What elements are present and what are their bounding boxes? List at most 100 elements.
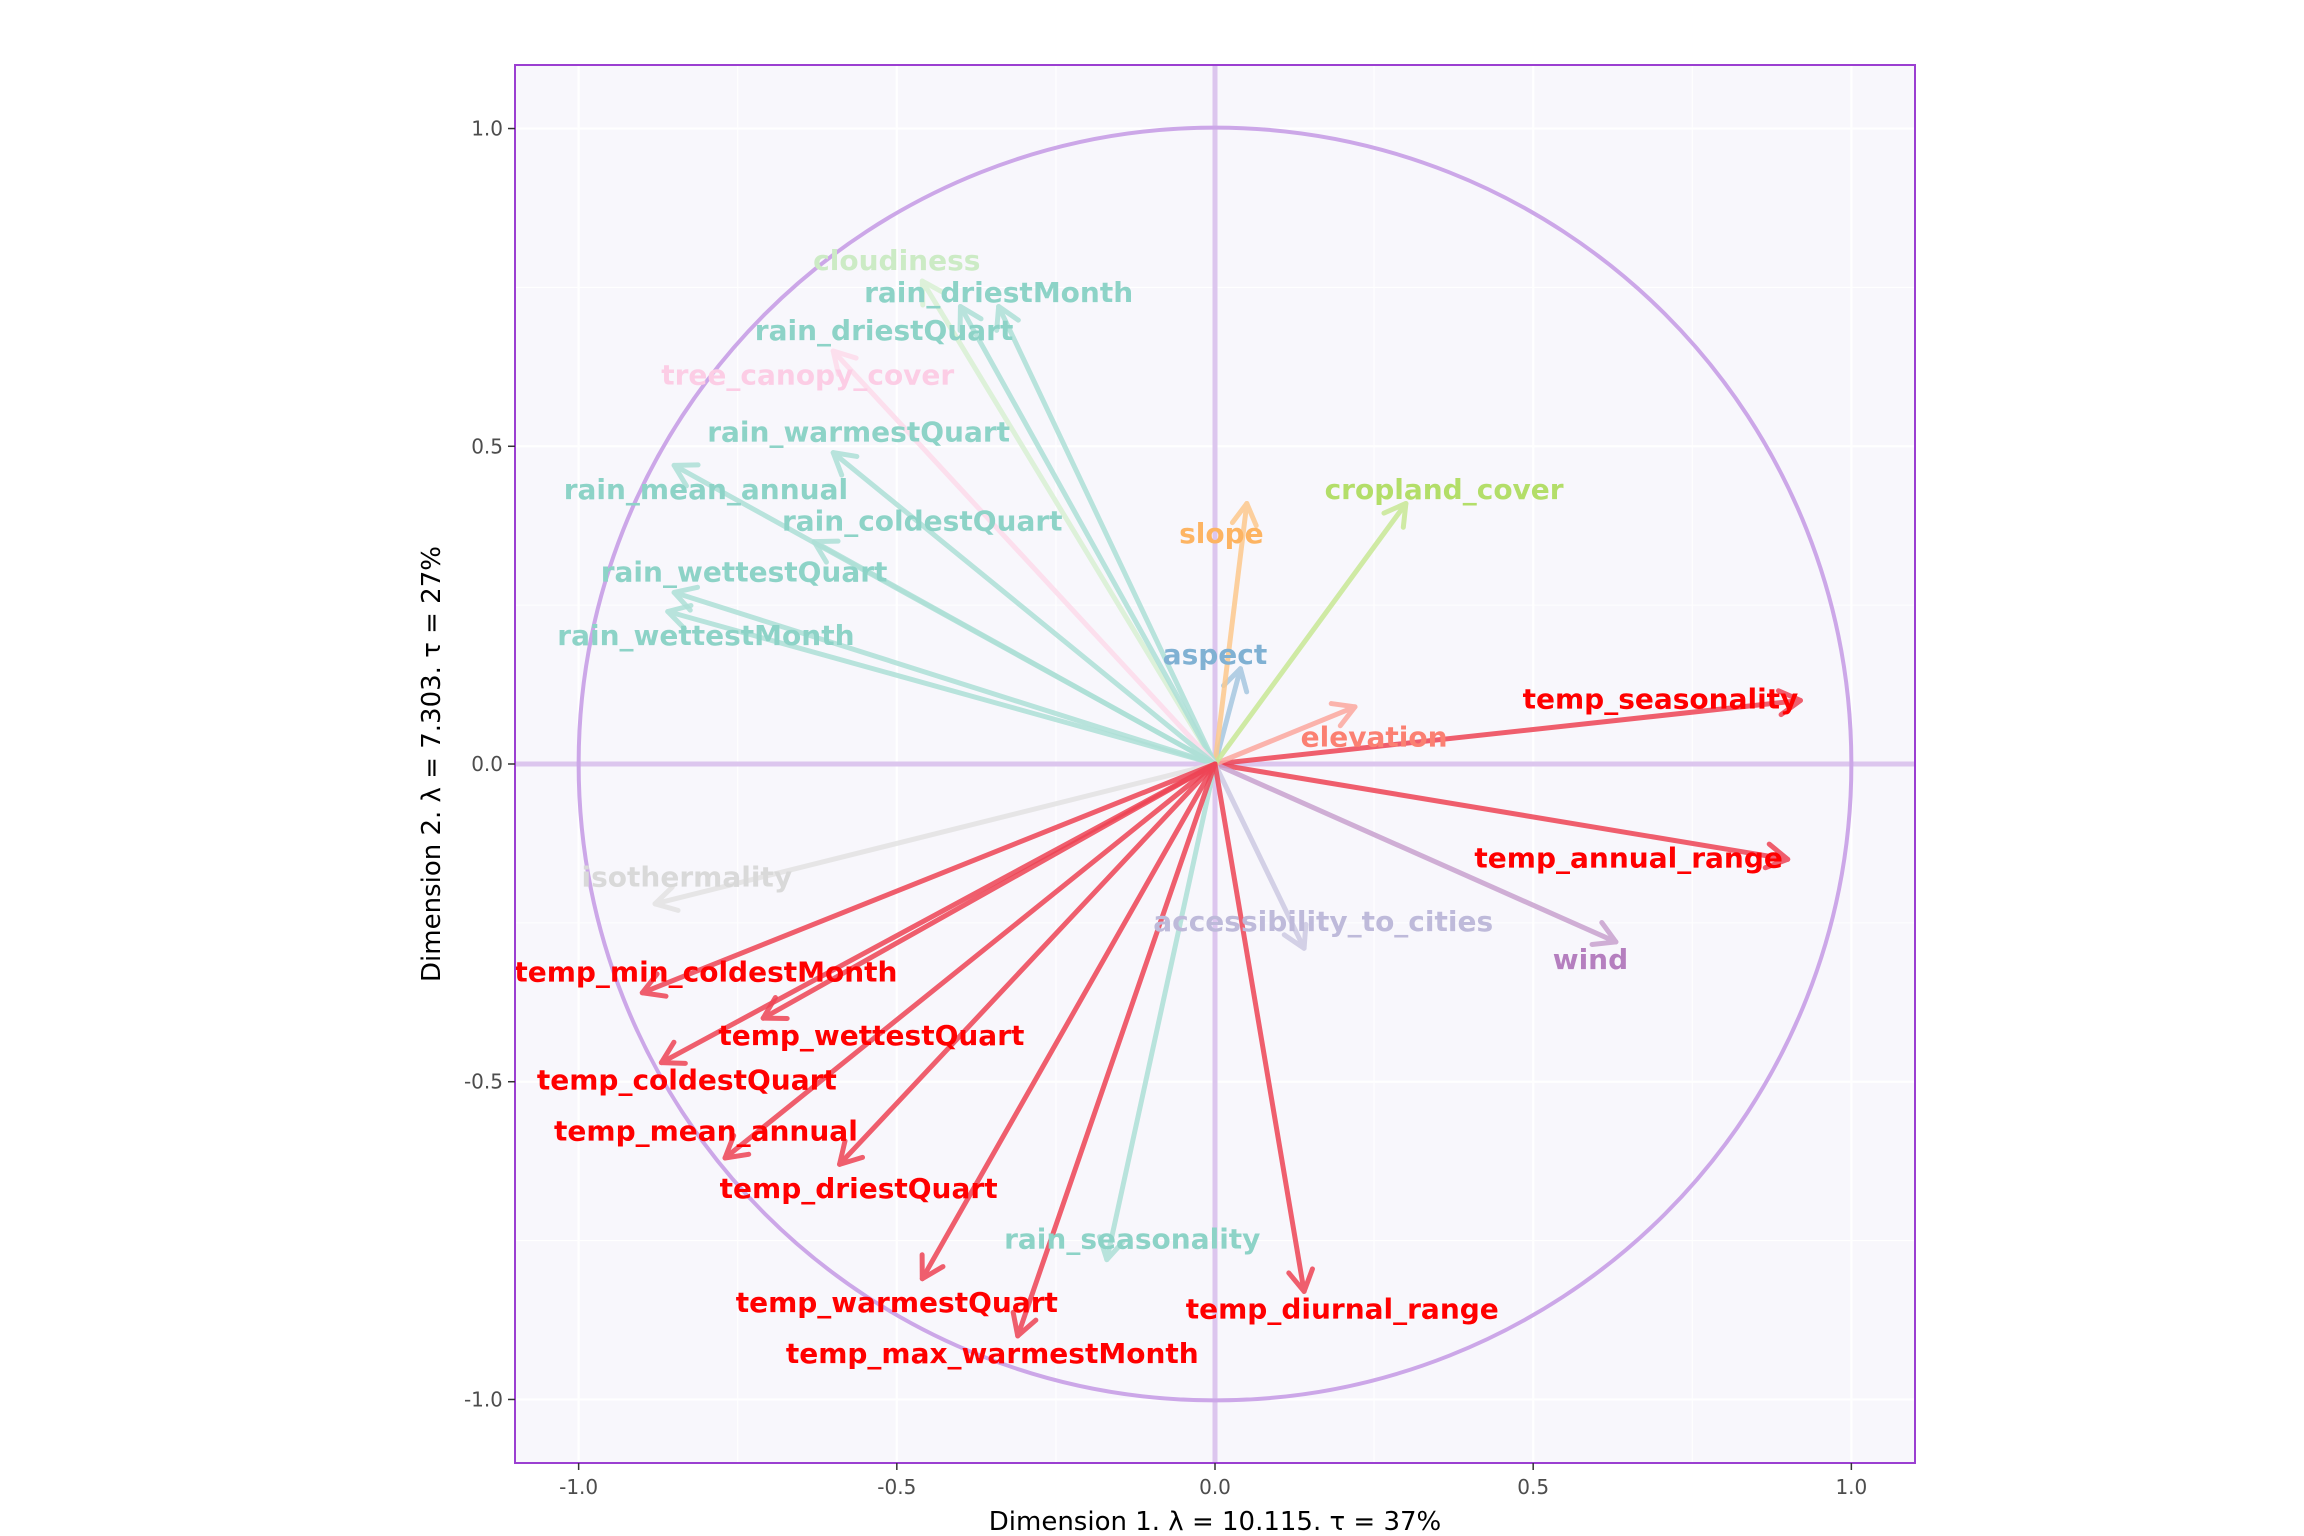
vector-temp_annual_range xyxy=(1212,761,1791,871)
vector-label-rain_coldestQuart: rain_coldestQuart xyxy=(782,505,1063,538)
vector-label-rain_mean_annual: rain_mean_annual xyxy=(564,473,848,506)
vector-arrowhead xyxy=(919,278,946,308)
vector-isothermality xyxy=(652,761,1218,913)
vector-accessibility_to_cities xyxy=(1212,761,1309,951)
vector-shaft xyxy=(1212,500,1409,767)
vector-rain_wettestQuart xyxy=(671,584,1218,767)
vector-shaft xyxy=(837,761,1218,1167)
vector-shaft xyxy=(957,303,1218,767)
vector-arrowhead xyxy=(665,603,694,632)
x-tick-label: 0.5 xyxy=(1517,1475,1549,1499)
vector-rain_driestMonth xyxy=(994,303,1218,767)
vector-rain_warmestQuart xyxy=(830,450,1218,767)
vector-arrowhead xyxy=(811,538,841,565)
vector-arrowhead xyxy=(837,1138,866,1167)
vector-shaft xyxy=(1212,761,1791,862)
vector-shaft xyxy=(919,761,1218,1282)
vector-rain_seasonality xyxy=(1097,761,1218,1263)
vector-shaft xyxy=(1212,761,1307,951)
x-tick-label: 1.0 xyxy=(1835,1475,1867,1499)
x-tick-label: 0.0 xyxy=(1199,1475,1231,1499)
vector-label-rain_wettestMonth: rain_wettestMonth xyxy=(557,619,854,652)
vector-temp_min_coldestMonth xyxy=(639,761,1218,999)
x-tick-label: -0.5 xyxy=(877,1475,916,1499)
vector-elevation xyxy=(1212,701,1358,767)
vector-arrowhead xyxy=(1281,921,1309,951)
vector-label-rain_wettestQuart: rain_wettestQuart xyxy=(601,555,888,588)
vector-label-temp_max_warmestMonth: temp_max_warmestMonth xyxy=(786,1337,1199,1370)
vector-arrowhead xyxy=(1220,666,1250,695)
vector-temp_coldestQuart xyxy=(658,761,1218,1066)
vector-arrowhead xyxy=(1097,1234,1126,1263)
vector-tree_canopy_cover xyxy=(830,348,1218,767)
y-axis-title: Dimension 2. λ = 7.303. τ = 27% xyxy=(417,546,447,982)
vector-cloudiness xyxy=(919,278,1218,767)
vector-label-temp_min_coldestMonth: temp_min_coldestMonth xyxy=(514,956,897,989)
vector-shaft xyxy=(652,761,1218,907)
vector-arrowhead xyxy=(639,971,669,999)
vector-label-slope: slope xyxy=(1179,517,1264,550)
vector-temp_warmestQuart xyxy=(919,761,1218,1282)
y-tick-label: -0.5 xyxy=(464,1070,503,1094)
vector-label-temp_diurnal_range: temp_diurnal_range xyxy=(1186,1292,1499,1325)
vector-arrowhead xyxy=(671,584,701,613)
vector-shaft xyxy=(1212,761,1307,1294)
vector-label-temp_driestQuart: temp_driestQuart xyxy=(720,1172,998,1205)
vector-arrows xyxy=(639,278,1803,1339)
unit-circle xyxy=(576,125,1854,1403)
vector-label-wind: wind xyxy=(1553,943,1628,976)
vector-shaft xyxy=(671,589,1218,767)
vector-label-temp_mean_annual: temp_mean_annual xyxy=(554,1115,858,1148)
vector-shaft xyxy=(665,608,1218,767)
vector-label-cloudiness: cloudiness xyxy=(813,244,980,277)
vector-shaft xyxy=(1212,704,1358,767)
vector-arrowhead xyxy=(652,884,681,913)
vector-arrowhead xyxy=(830,348,859,377)
y-tick-label: -1.0 xyxy=(464,1387,503,1411)
vector-arrowhead xyxy=(830,450,860,478)
vector-rain_driestQuart xyxy=(957,303,1218,767)
vector-wind xyxy=(1212,761,1619,947)
vector-temp_diurnal_range xyxy=(1212,761,1315,1294)
vector-label-rain_driestQuart: rain_driestQuart xyxy=(755,314,1014,347)
vector-temp_driestQuart xyxy=(837,761,1218,1167)
vector-temp_mean_annual xyxy=(722,761,1218,1161)
vector-slope xyxy=(1212,500,1259,767)
vector-temp_max_warmestMonth xyxy=(1010,761,1218,1339)
vector-label-aspect: aspect xyxy=(1163,638,1268,671)
vector-label-temp_wettestQuart: temp_wettestQuart xyxy=(718,1019,1024,1052)
vector-rain_wettestMonth xyxy=(665,603,1218,767)
vector-arrowhead xyxy=(919,1252,946,1282)
vector-shaft xyxy=(830,450,1218,767)
vector-arrowhead xyxy=(722,1133,752,1161)
x-axis-title: Dimension 1. λ = 10.115. τ = 37% xyxy=(989,1507,1442,1536)
vector-label-cropland_cover: cropland_cover xyxy=(1325,473,1564,506)
vector-arrowhead xyxy=(994,303,1021,333)
vector-shaft xyxy=(639,761,1218,996)
vector-shaft xyxy=(722,761,1218,1161)
vector-cropland_cover xyxy=(1212,500,1409,767)
vector-label-tree_canopy_cover: tree_canopy_cover xyxy=(661,358,954,391)
y-tick-label: 1.0 xyxy=(471,117,503,141)
vector-rain_coldestQuart xyxy=(811,538,1218,767)
vector-shaft xyxy=(811,539,1218,767)
vector-arrowhead xyxy=(1762,841,1791,871)
vector-shaft xyxy=(1212,500,1250,767)
vector-arrowhead xyxy=(658,1039,688,1066)
vector-shaft xyxy=(658,761,1218,1066)
vector-arrowhead xyxy=(1589,920,1619,947)
vector-label-elevation: elevation xyxy=(1301,721,1448,754)
vector-label-temp_warmestQuart: temp_warmestQuart xyxy=(736,1286,1058,1319)
vector-arrowhead xyxy=(1229,500,1259,529)
vector-arrowhead xyxy=(1010,1309,1039,1339)
vector-label-isothermality: isothermality xyxy=(582,860,793,893)
vector-label-accessibility_to_cities: accessibility_to_cities xyxy=(1153,905,1493,938)
axis-ticks: -1.0 -0.5 0.0 0.5 1.0 -1.0 -0.5 0.0 0.5 1.0 xyxy=(464,117,1867,1499)
vector-arrowhead xyxy=(1381,500,1409,530)
vector-shaft xyxy=(1212,697,1803,767)
x-tick-label: -1.0 xyxy=(559,1475,598,1499)
vector-arrowhead xyxy=(671,462,701,489)
vector-arrowhead xyxy=(1328,701,1358,729)
vector-temp_seasonality xyxy=(1212,688,1803,767)
